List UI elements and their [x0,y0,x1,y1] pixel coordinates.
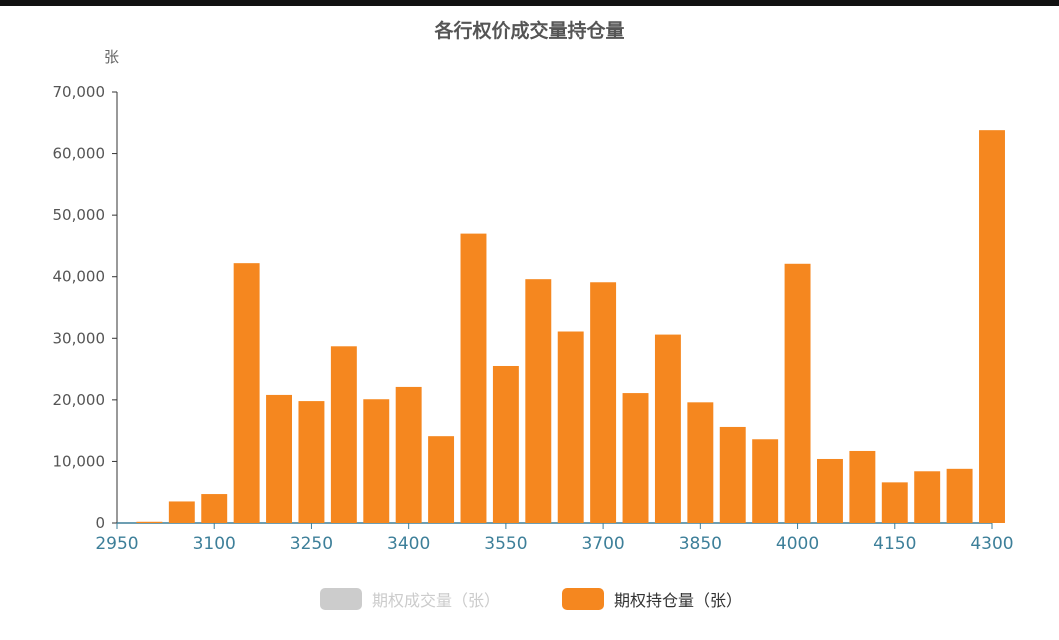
y-tick-label: 10,000 [53,452,106,470]
x-axis: 2950 3100 3250 3400 3550 3700 3850 4000 4150 4300 [95,522,1014,554]
y-axis-unit-label: 张 [104,48,120,66]
y-axis: 0 10,000 20,000 30,000 40,000 50,000 60,000 70,… [53,83,118,532]
bar[interactable] [784,263,811,523]
bar[interactable] [622,393,649,523]
legend-label-open-interest: 期权持仓量（张） [614,591,743,610]
legend-item-open-interest[interactable]: 期权持仓量（张） [562,584,742,614]
x-tick-label: 3400 [387,534,430,554]
bar[interactable] [590,282,617,523]
x-tick-label: 2950 [95,534,138,554]
top-rule [0,0,1059,6]
y-tick-label: 20,000 [53,391,106,409]
bar[interactable] [168,501,195,523]
legend-swatch-open-interest [562,588,604,610]
bar[interactable] [136,521,163,523]
legend-item-volume[interactable]: 期权成交量（张） [320,584,500,614]
bar[interactable] [395,386,422,523]
bar[interactable] [363,399,390,523]
bar[interactable] [654,334,681,523]
y-tick-label: 60,000 [53,145,106,163]
bar[interactable] [201,494,228,523]
y-tick-label: 30,000 [53,329,106,347]
chart-title: 各行权价成交量持仓量 [434,20,625,42]
bar[interactable] [428,436,455,523]
y-tick-label: 0 [95,514,105,532]
x-tick-label: 3700 [581,534,624,554]
bar[interactable] [687,402,714,523]
y-tick-label: 70,000 [53,83,106,101]
bar[interactable] [979,130,1005,524]
bar-series-open-interest[interactable] [136,130,1005,524]
legend-swatch-volume [320,588,362,610]
bar[interactable] [557,331,584,523]
bar[interactable] [849,450,876,523]
x-tick-label: 4000 [776,534,819,554]
bar[interactable] [525,279,552,523]
x-tick-label: 4150 [873,534,916,554]
x-tick-label: 4300 [970,534,1013,554]
bar[interactable] [752,439,779,523]
x-tick-label: 3850 [679,534,722,554]
x-tick-label: 3100 [193,534,236,554]
bar[interactable] [881,482,908,523]
x-tick-label: 3250 [290,534,333,554]
bar[interactable] [233,263,260,523]
bar[interactable] [298,401,325,523]
legend-label-volume: 期权成交量（张） [372,591,501,610]
y-tick-label: 40,000 [53,268,106,286]
bar[interactable] [817,458,843,523]
bar[interactable] [914,471,941,523]
bar-chart: 0 10,000 20,000 30,000 40,000 50,000 60,000 70,… [53,83,1014,554]
bar[interactable] [719,426,746,523]
bar[interactable] [492,365,519,523]
x-tick-label: 3550 [484,534,527,554]
bar[interactable] [460,233,487,524]
legend: 期权成交量（张） 期权持仓量（张） [0,584,1059,614]
y-tick-label: 50,000 [53,206,106,224]
bar[interactable] [946,468,973,523]
bar[interactable] [266,394,292,523]
bar[interactable] [330,346,357,523]
